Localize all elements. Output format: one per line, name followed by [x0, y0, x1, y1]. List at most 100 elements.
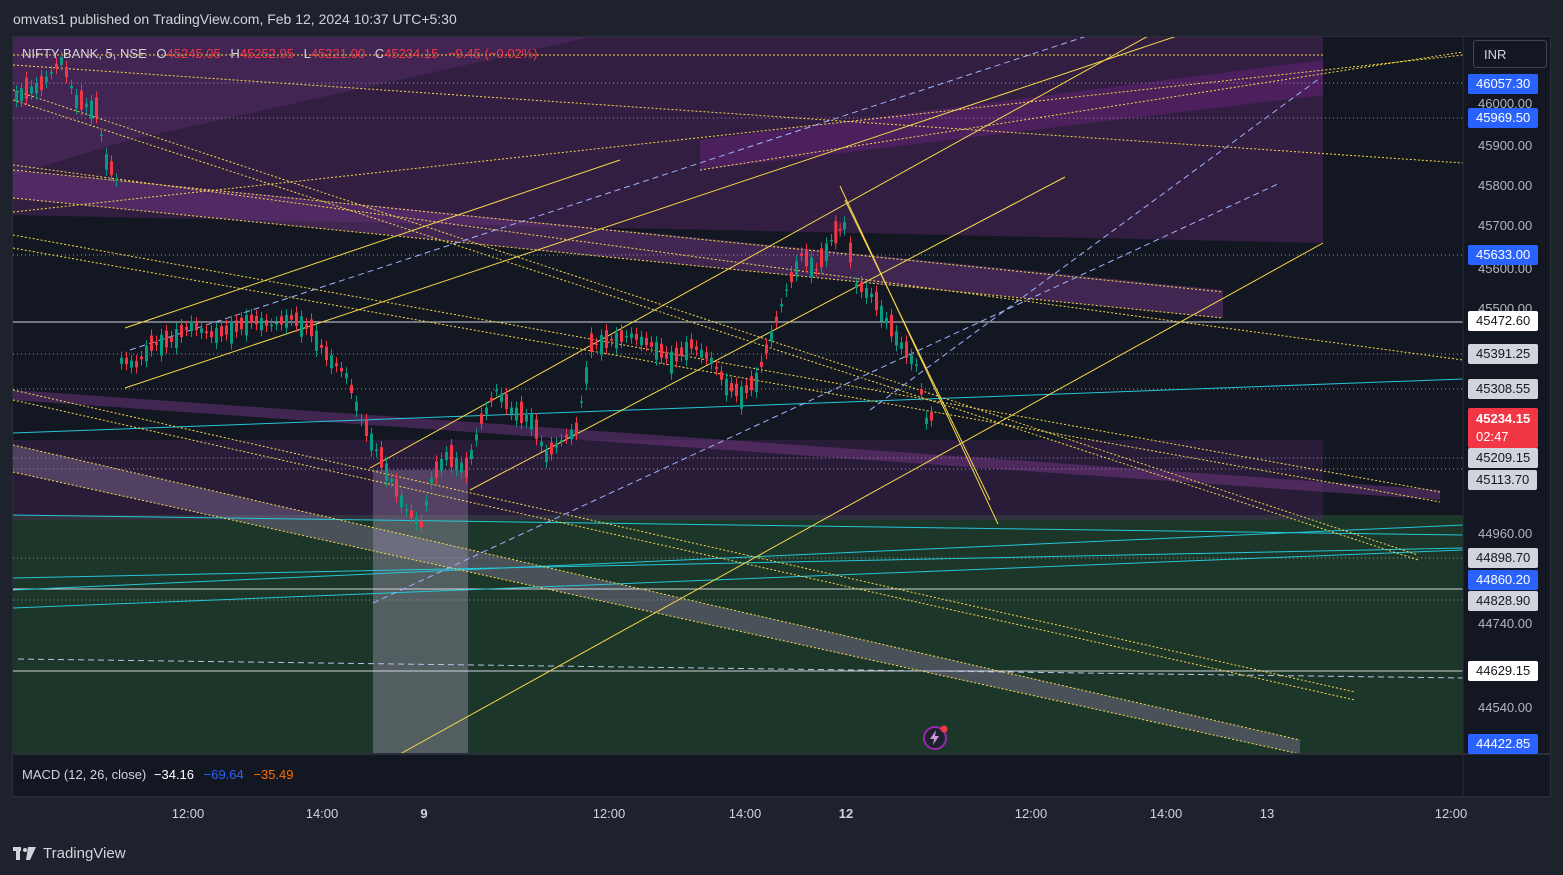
green-zone: [13, 515, 1463, 754]
header-bar: omvats1 published on TradingView.com, Fe…: [0, 0, 1563, 36]
tradingview-brand[interactable]: TradingView: [13, 845, 126, 862]
candle-body: [440, 458, 443, 471]
candle-body: [425, 500, 428, 506]
signal-value: −69.64: [203, 767, 244, 782]
candle-body: [700, 349, 703, 358]
candle-body: [320, 344, 323, 348]
candle-body: [20, 88, 23, 102]
candle-body: [765, 344, 768, 354]
candle-body: [200, 328, 203, 333]
price-level-tag: 45472.60: [1468, 311, 1539, 331]
time-axis-label: 12:00: [171, 806, 205, 821]
time-axis-label: 14:00: [728, 806, 762, 821]
purple-band-3: [13, 445, 1300, 754]
candle-body: [135, 360, 138, 368]
candle-body: [210, 331, 213, 338]
change-value: −9.45 (−0.02%): [447, 46, 538, 61]
candle-body: [405, 509, 408, 512]
candle-body: [870, 293, 873, 298]
candle-body: [890, 314, 893, 337]
price-tick-label: 44540.00: [1478, 700, 1533, 715]
candle-body: [785, 289, 788, 291]
candle-body: [80, 90, 83, 110]
candle-body: [595, 343, 598, 346]
candle-body: [310, 319, 313, 337]
high-label: H: [230, 46, 240, 61]
candle-body: [880, 305, 883, 322]
candle-body: [805, 249, 808, 267]
candle-body: [895, 331, 898, 346]
candle-body: [120, 357, 123, 364]
candle-body: [625, 335, 628, 338]
current-price-value: 45234.15: [1476, 411, 1531, 426]
price-level-tag: 44828.90: [1468, 591, 1539, 611]
candle-body: [849, 242, 852, 263]
candle-body: [515, 407, 518, 421]
candle-body: [830, 239, 833, 242]
candle-body: [380, 447, 383, 468]
candle-body: [735, 383, 738, 397]
candle-body: [160, 334, 163, 356]
candle-body: [305, 323, 308, 329]
candle-body: [490, 397, 493, 402]
alert-bolt-icon[interactable]: [922, 724, 948, 750]
candle-body: [455, 457, 458, 471]
candle-body: [465, 457, 468, 478]
candle-body: [555, 443, 558, 448]
price-level-tag: 45308.55: [1468, 379, 1539, 399]
candle-body: [460, 462, 463, 473]
candle-body: [235, 320, 238, 332]
candle-body: [843, 222, 846, 230]
candle-body: [730, 383, 733, 392]
candle-body: [810, 257, 813, 278]
candle-body: [175, 329, 178, 349]
candle-body: [860, 282, 863, 293]
candle-body: [560, 439, 563, 442]
candle-body: [605, 330, 608, 348]
candle-body: [90, 100, 93, 119]
candle-body: [834, 221, 838, 244]
candle-body: [920, 389, 923, 395]
candle-body: [335, 363, 338, 367]
price-level-tag: 44860.20: [1468, 570, 1539, 590]
price-level-tag: 46057.30: [1468, 74, 1539, 94]
candle-body: [170, 336, 173, 342]
candle-body: [15, 91, 18, 102]
macd-value: −34.16: [153, 767, 195, 782]
purple-band-2: [13, 390, 1440, 500]
macd-legend[interactable]: MACD (12, 26, close) −34.16 −69.64 −35.4…: [22, 767, 294, 782]
candle-body: [145, 345, 148, 362]
published-caption: omvats1 published on TradingView.com, Fe…: [13, 11, 457, 27]
time-axis-label: 12:00: [1014, 806, 1048, 821]
candle-body: [740, 386, 743, 409]
candle-body: [680, 347, 683, 356]
time-axis-label: 12:00: [592, 806, 626, 821]
candle-body: [630, 333, 633, 338]
candle-body: [255, 315, 258, 325]
candle-body: [505, 394, 508, 409]
candle-body: [470, 450, 473, 459]
price-level-tag: 45969.50: [1468, 108, 1539, 128]
candle-body: [745, 385, 748, 393]
candle-body: [165, 330, 168, 348]
time-axis-label: 9: [420, 806, 428, 821]
candle-body: [685, 341, 688, 361]
close-label: C: [374, 46, 385, 61]
candle-body: [435, 461, 438, 478]
low-label: L: [303, 46, 311, 61]
symbol-name[interactable]: NIFTY BANK, 5, NSE: [22, 46, 147, 61]
candle-body: [670, 351, 673, 374]
macd-label: MACD (12, 26, close): [22, 767, 147, 782]
time-axis-label: 14:00: [305, 806, 339, 821]
candle-body: [30, 86, 33, 94]
currency-button[interactable]: INR: [1473, 40, 1547, 68]
candle-body: [40, 76, 43, 91]
candle-body: [575, 422, 578, 435]
candle-body: [140, 356, 143, 360]
candle-body: [390, 478, 393, 483]
candle-body: [50, 71, 53, 74]
candle-body: [720, 371, 723, 380]
candle-body: [535, 419, 538, 440]
candle-body: [855, 283, 858, 288]
